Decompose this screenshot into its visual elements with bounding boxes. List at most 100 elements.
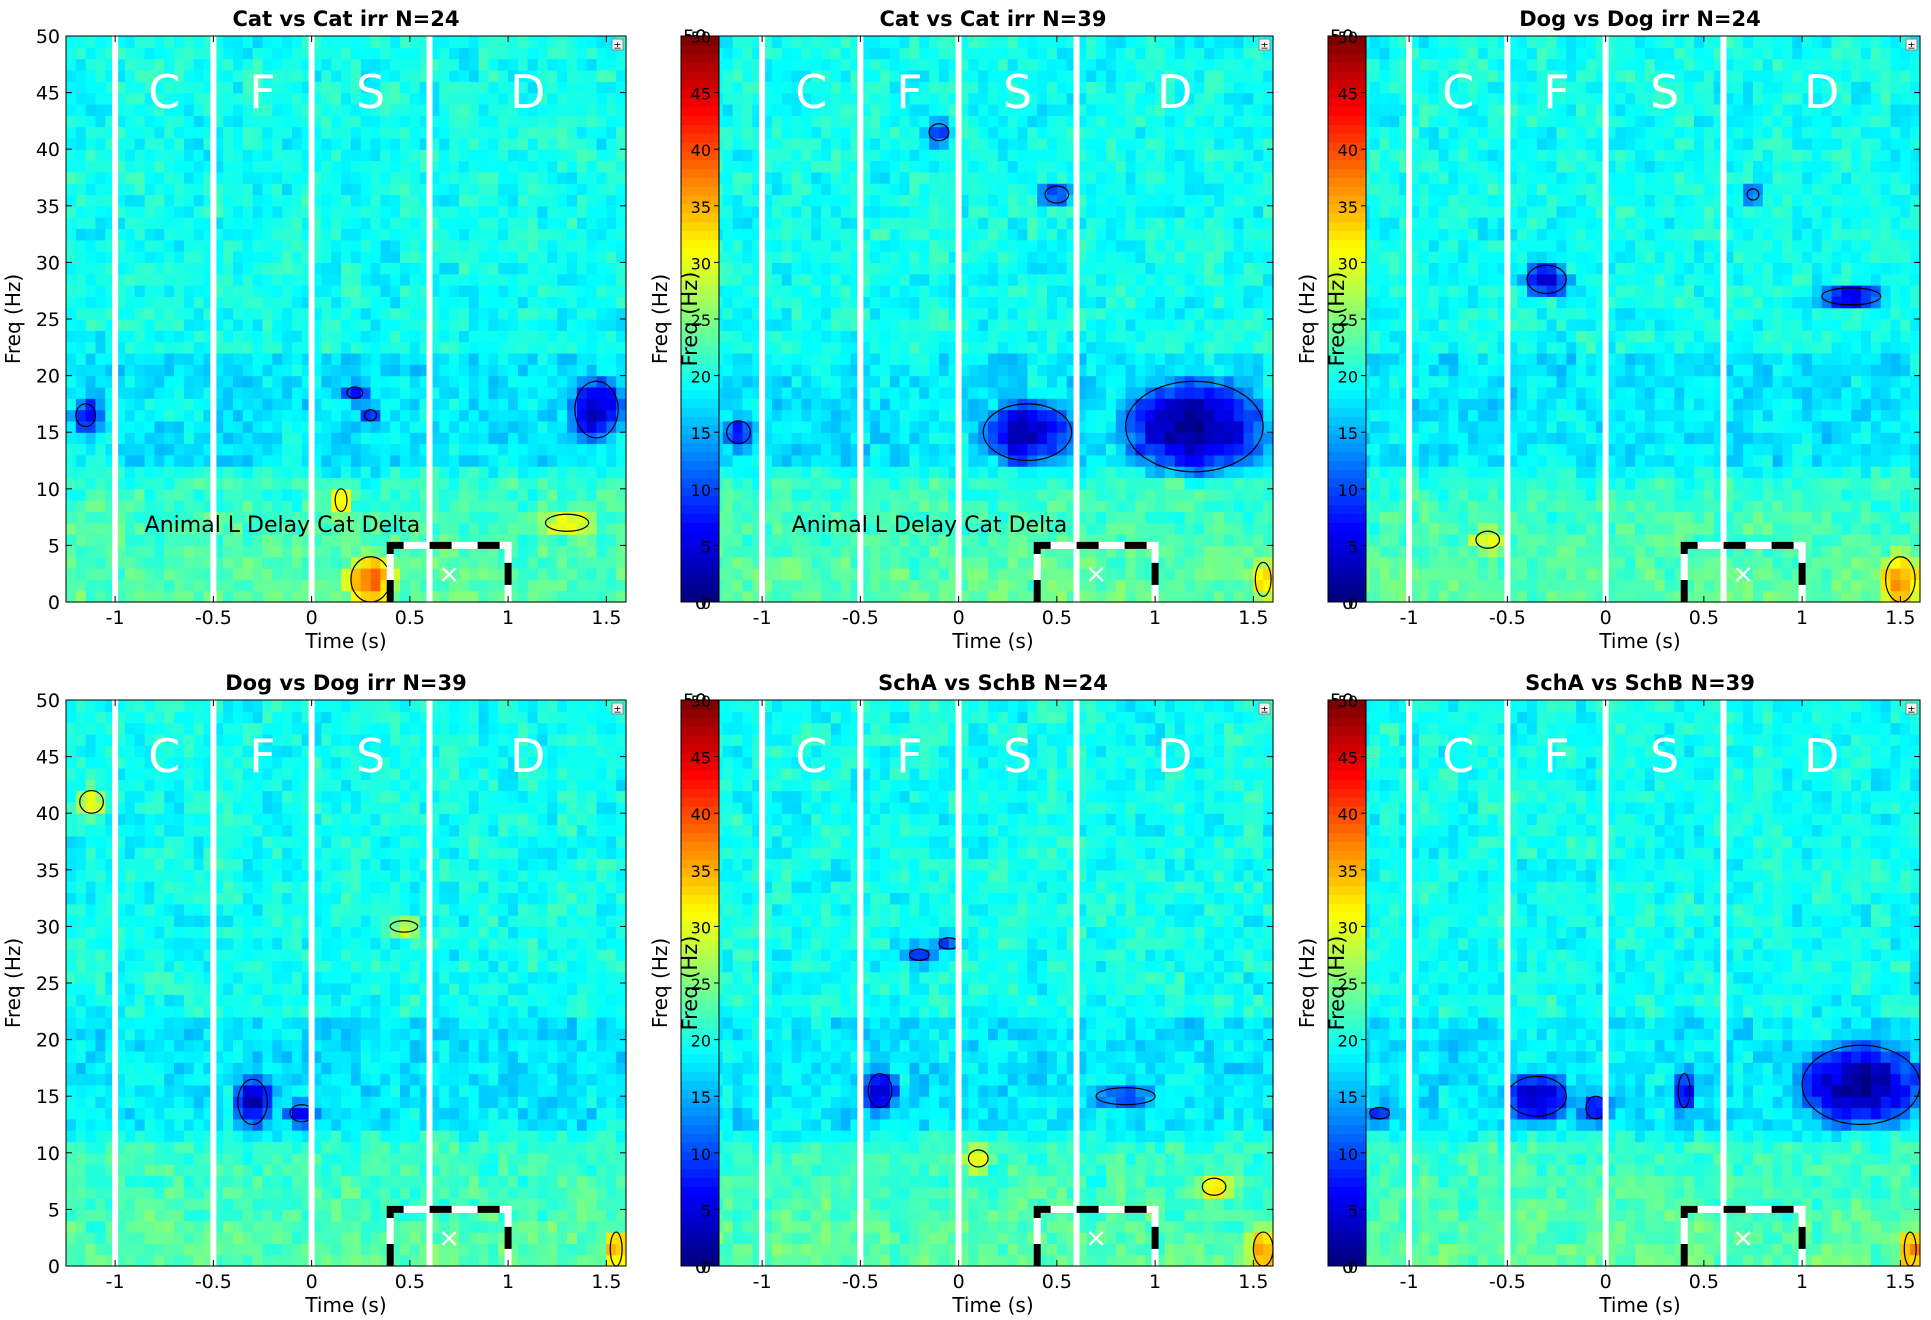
- heatmap-cell: [400, 352, 411, 365]
- heatmap-cell: [722, 466, 734, 479]
- heatmap-cell: [154, 454, 165, 467]
- heatmap-cell: [586, 420, 598, 433]
- heatmap-cell: [938, 477, 950, 490]
- heatmap-cell: [1086, 500, 1097, 513]
- heatmap-cell: [1047, 273, 1058, 286]
- heatmap-cell: [419, 194, 431, 207]
- heatmap-cell: [567, 296, 578, 309]
- heatmap-cell: [400, 500, 411, 513]
- heatmap-cell: [929, 375, 940, 388]
- heatmap-cell: [350, 330, 362, 343]
- heatmap-cell: [771, 58, 783, 71]
- heatmap-cell: [870, 443, 881, 456]
- heatmap-cell: [85, 488, 97, 501]
- heatmap-cell: [938, 228, 950, 241]
- heatmap-cell: [154, 341, 165, 354]
- heatmap-cell: [488, 330, 499, 343]
- heatmap-cell: [899, 534, 911, 546]
- heatmap-cell: [360, 160, 372, 173]
- heatmap-cell: [311, 409, 323, 422]
- heatmap-cell: [537, 364, 548, 377]
- heatmap-cell: [547, 590, 558, 603]
- heatmap-cell: [821, 375, 832, 388]
- heatmap-cell: [1076, 443, 1087, 456]
- heatmap-cell: [223, 217, 234, 230]
- y-tick-label: 25: [36, 309, 60, 331]
- heatmap-cell: [899, 103, 911, 116]
- heatmap-cell: [988, 488, 999, 501]
- heatmap-cell: [616, 194, 627, 207]
- heatmap-cell: [762, 47, 773, 60]
- heatmap-cell: [801, 307, 812, 320]
- heatmap-cell: [183, 205, 195, 218]
- heatmap-cell: [889, 556, 901, 569]
- heatmap-cell: [840, 522, 852, 535]
- heatmap-cell: [468, 194, 480, 207]
- heatmap-cell: [732, 81, 744, 94]
- heatmap-cell: [596, 183, 607, 196]
- heatmap-cell: [557, 319, 568, 331]
- y-tick-label: 0: [48, 592, 60, 614]
- heatmap-cell: [301, 409, 313, 422]
- heatmap-cell: [144, 568, 156, 580]
- heatmap-cell: [95, 534, 106, 546]
- heatmap-cell: [938, 341, 950, 354]
- heatmap-cell: [576, 115, 588, 128]
- heatmap-cell: [606, 352, 617, 365]
- heatmap-cell: [742, 69, 753, 82]
- heatmap-cell: [880, 126, 891, 139]
- heatmap-cell: [988, 409, 999, 422]
- heatmap-cell: [576, 58, 588, 71]
- heatmap-cell: [282, 126, 293, 139]
- heatmap-cell: [801, 103, 812, 116]
- heatmap-cell: [781, 352, 793, 365]
- heatmap-cell: [732, 556, 744, 569]
- heatmap-cell: [252, 47, 264, 60]
- heatmap-cell: [400, 545, 411, 558]
- heatmap-cell: [1115, 511, 1127, 524]
- heatmap-cell: [154, 466, 165, 479]
- heatmap-cell: [968, 69, 979, 82]
- heatmap-cell: [252, 420, 264, 433]
- heatmap-cell: [331, 36, 342, 48]
- heatmap-cell: [1076, 568, 1087, 580]
- heatmap-cell: [1096, 285, 1107, 297]
- heatmap-cell: [508, 160, 519, 173]
- heatmap-cell: [488, 115, 499, 128]
- heatmap-cell: [537, 568, 548, 580]
- heatmap-cell: [722, 409, 734, 422]
- heatmap-cell: [909, 126, 920, 139]
- heatmap-cell: [85, 285, 97, 297]
- heatmap-cell: [488, 47, 499, 60]
- heatmap-cell: [1007, 205, 1019, 218]
- heatmap-cell: [616, 239, 627, 252]
- heatmap-cell: [468, 217, 480, 230]
- heatmap-cell: [1017, 273, 1028, 286]
- heatmap-cell: [567, 522, 578, 535]
- heatmap-cell: [370, 160, 381, 173]
- heatmap-cell: [830, 511, 842, 524]
- heatmap-cell: [860, 69, 871, 82]
- heatmap-cell: [899, 205, 911, 218]
- heatmap-cell: [350, 420, 362, 433]
- panel-corner-button[interactable]: [611, 38, 624, 51]
- heatmap-cell: [880, 115, 891, 128]
- heatmap-cell: [282, 466, 293, 479]
- heatmap-cell: [722, 556, 734, 569]
- heatmap-cell: [390, 568, 401, 580]
- heatmap-cell: [213, 296, 224, 309]
- heatmap-cell: [1047, 103, 1058, 116]
- heatmap-cell: [850, 522, 861, 535]
- heatmap-cell: [576, 375, 588, 388]
- heatmap-cell: [811, 330, 822, 343]
- heatmap-cell: [350, 69, 362, 82]
- heatmap-cell: [1047, 477, 1058, 490]
- heatmap-cell: [596, 500, 607, 513]
- heatmap-cell: [850, 149, 861, 162]
- heatmap-cell: [596, 137, 607, 150]
- heatmap-cell: [174, 556, 185, 569]
- heatmap-cell: [282, 285, 293, 297]
- heatmap-cell: [380, 69, 391, 82]
- heatmap-cell: [722, 590, 734, 603]
- heatmap-cell: [350, 285, 362, 297]
